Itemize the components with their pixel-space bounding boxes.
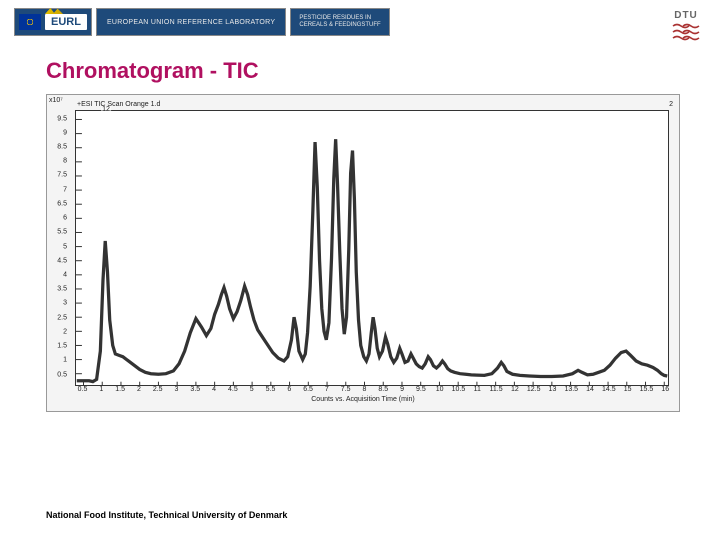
y-tick-label: 3.5 bbox=[47, 286, 67, 293]
y-tick-label: 7 bbox=[47, 186, 67, 193]
y-exponent-label: x10⁷ bbox=[49, 97, 63, 104]
x-tick-label: 7.5 bbox=[341, 386, 351, 393]
y-tick-label: 1 bbox=[47, 357, 67, 364]
dtu-text: DTU bbox=[672, 10, 700, 21]
x-tick-label: 4.5 bbox=[228, 386, 238, 393]
y-tick-label: 6 bbox=[47, 215, 67, 222]
peak-label: 12 bbox=[101, 106, 111, 113]
x-tick-label: 2.5 bbox=[153, 386, 163, 393]
x-tick-label: 10.5 bbox=[452, 386, 466, 393]
x-tick-label: 14 bbox=[586, 386, 594, 393]
x-tick-label: 14.5 bbox=[602, 386, 616, 393]
dtu-waves-icon bbox=[672, 23, 700, 41]
eurl-badge: EURL bbox=[14, 8, 92, 36]
x-tick-label: 1 bbox=[99, 386, 103, 393]
x-tick-label: 6 bbox=[287, 386, 291, 393]
x-tick-label: 9.5 bbox=[416, 386, 426, 393]
y-tick-label: 4.5 bbox=[47, 257, 67, 264]
x-tick-label: 3.5 bbox=[190, 386, 200, 393]
x-tick-label: 5 bbox=[250, 386, 254, 393]
footer-text: National Food Institute, Technical Unive… bbox=[46, 510, 287, 520]
x-tick-label: 11.5 bbox=[490, 386, 503, 393]
y-tick-label: 8 bbox=[47, 158, 67, 165]
chromatogram-chart: x10⁷ +ESI TIC Scan Orange 1.d 2 0.511.52… bbox=[46, 94, 680, 412]
x-tick-label: 13.5 bbox=[564, 386, 578, 393]
x-tick-label: 10 bbox=[436, 386, 444, 393]
x-tick-label: 12.5 bbox=[527, 386, 541, 393]
y-tick-label: 9.5 bbox=[47, 115, 67, 122]
x-tick-label: 9 bbox=[400, 386, 404, 393]
y-tick-label: 5.5 bbox=[47, 229, 67, 236]
y-tick-label: 2 bbox=[47, 328, 67, 335]
y-tick-label: 6.5 bbox=[47, 200, 67, 207]
header-bar: EURL EUROPEAN UNION REFERENCE LABORATORY… bbox=[0, 0, 720, 40]
x-tick-label: 8.5 bbox=[378, 386, 388, 393]
x-tick-label: 11 bbox=[474, 386, 481, 393]
y-tick-label: 3 bbox=[47, 300, 67, 307]
plot-region: 12 bbox=[75, 110, 669, 386]
series-label: +ESI TIC Scan Orange 1.d bbox=[77, 101, 160, 108]
x-axis: 0.511.522.533.544.555.566.577.588.599.51… bbox=[75, 386, 669, 396]
x-tick-label: 5.5 bbox=[266, 386, 276, 393]
eurl-logo: EURL bbox=[45, 14, 87, 30]
x-tick-label: 4 bbox=[212, 386, 216, 393]
y-tick-label: 7.5 bbox=[47, 172, 67, 179]
x-tick-label: 15.5 bbox=[640, 386, 654, 393]
y-tick-label: 2.5 bbox=[47, 314, 67, 321]
pesticide-line2: CEREALS & FEEDINGSTUFF bbox=[299, 22, 380, 29]
y-tick-label: 0.5 bbox=[47, 371, 67, 378]
x-tick-label: 1.5 bbox=[115, 386, 125, 393]
page-title: Chromatogram - TIC bbox=[0, 40, 720, 94]
y-tick-label: 9 bbox=[47, 129, 67, 136]
dtu-logo: DTU bbox=[672, 10, 700, 41]
x-tick-label: 16 bbox=[661, 386, 669, 393]
x-tick-label: 12 bbox=[511, 386, 519, 393]
eu-flag-icon bbox=[19, 14, 41, 30]
y-axis: 0.5 1 1.5 2 2.5 3 3.5 4 4.5 5 5.5 6 6.5 7 7.5 8 8.5 9 9.5 bbox=[47, 110, 69, 386]
x-tick-label: 2 bbox=[137, 386, 141, 393]
x-axis-label: Counts vs. Acquisition Time (min) bbox=[53, 396, 673, 403]
y-tick-label: 4 bbox=[47, 272, 67, 279]
x-tick-label: 7 bbox=[325, 386, 329, 393]
y-tick-label: 5 bbox=[47, 243, 67, 250]
x-tick-label: 3 bbox=[175, 386, 179, 393]
pesticide-label: PESTICIDE RESIDUES IN CEREALS & FEEDINGS… bbox=[290, 8, 389, 36]
pesticide-line1: PESTICIDE RESIDUES IN bbox=[299, 15, 380, 22]
y-tick-label: 1.5 bbox=[47, 343, 67, 350]
x-tick-label: 13 bbox=[549, 386, 557, 393]
right-small-label: 2 bbox=[669, 101, 673, 108]
x-tick-label: 15 bbox=[624, 386, 632, 393]
lab-name-label: EUROPEAN UNION REFERENCE LABORATORY bbox=[96, 8, 286, 36]
x-tick-label: 6.5 bbox=[303, 386, 313, 393]
x-tick-label: 0.5 bbox=[78, 386, 88, 393]
y-tick-label: 8.5 bbox=[47, 143, 67, 150]
chromatogram-line bbox=[76, 111, 668, 385]
x-tick-label: 8 bbox=[363, 386, 367, 393]
